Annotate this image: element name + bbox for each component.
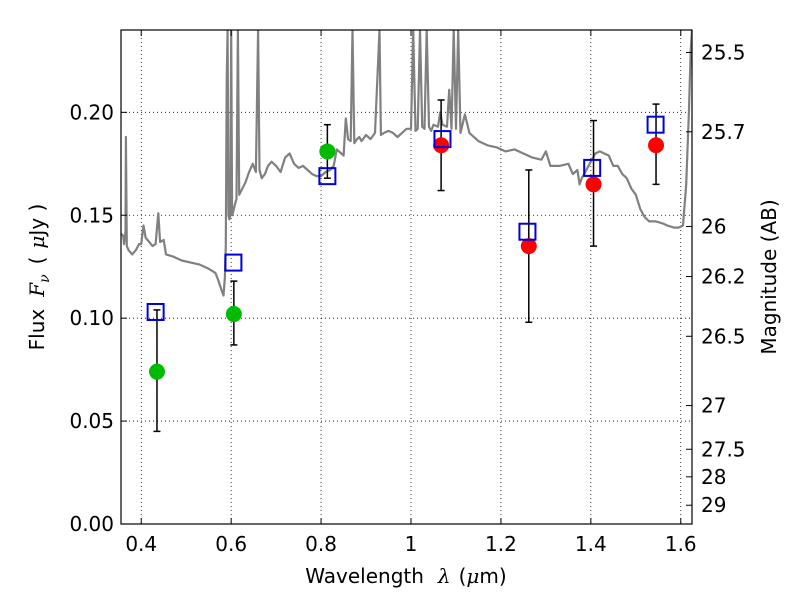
svg-text:FluxFν(μJy ): FluxFν(μJy )	[25, 204, 53, 351]
data-point-green	[225, 306, 242, 323]
magnitude-tick-label: 26.2	[701, 265, 746, 289]
magnitude-axis-ticks: 25.5 25.7 26 26.2 26.5 27 27.5 28 29	[686, 40, 746, 517]
x-tick-label: 0.8	[305, 532, 337, 556]
magnitude-tick-label: 27	[701, 394, 726, 418]
model-photometry-square	[583, 158, 602, 177]
model-photometry-square	[146, 302, 165, 321]
y-tick-label: 0.20	[69, 100, 114, 124]
x-tick-label: 1	[405, 532, 418, 556]
magnitude-tick-label: 29	[701, 493, 726, 517]
y-tick-label: 0.15	[69, 203, 114, 227]
model-photometry-square	[224, 253, 243, 272]
data-point-red	[585, 176, 602, 193]
x-axis-title: Wavelength λ (μm)	[305, 564, 506, 588]
magnitude-tick-label: 26.5	[701, 324, 746, 348]
y-axis-ticks: 0.00 0.05 0.10 0.15 0.20	[69, 100, 127, 536]
magnitude-tick-label: 26	[701, 214, 726, 238]
svg-text:Magnitude (AB): Magnitude (AB)	[757, 199, 781, 354]
y-tick-label: 0.10	[69, 306, 114, 330]
magnitude-tick-label: 25.7	[701, 120, 746, 144]
magnitude-tick-label: 25.5	[701, 40, 746, 64]
magnitude-tick-label: 28	[701, 465, 726, 489]
model-photometry-square	[318, 167, 337, 186]
x-tick-label: 1.2	[485, 532, 517, 556]
x-axis-ticks: 0.4 0.6 0.8 1 1.2 1.4 1.6	[125, 30, 697, 556]
model-photometry-square	[433, 130, 452, 149]
magnitude-axis-title: Magnitude (AB)	[757, 199, 781, 354]
y-axis-title: FluxFν(μJy )	[25, 204, 53, 351]
x-tick-label: 0.4	[125, 532, 157, 556]
model-spectrum-line	[121, 30, 692, 297]
data-point-red	[433, 137, 450, 154]
data-point-green	[148, 363, 165, 380]
model-photometry-square	[646, 115, 665, 134]
x-tick-label: 1.6	[665, 532, 697, 556]
magnitude-tick-label: 27.5	[701, 437, 746, 461]
x-tick-label: 1.4	[575, 532, 607, 556]
data-point-green	[319, 143, 336, 160]
model-photometry-square	[518, 222, 537, 241]
x-tick-label: 0.6	[215, 532, 247, 556]
model-spectrum	[121, 30, 692, 297]
data-point-red	[648, 137, 665, 154]
y-tick-label: 0.05	[69, 409, 114, 433]
y-tick-label: 0.00	[69, 512, 114, 536]
data-markers	[146, 115, 665, 380]
data-point-red	[520, 238, 537, 255]
